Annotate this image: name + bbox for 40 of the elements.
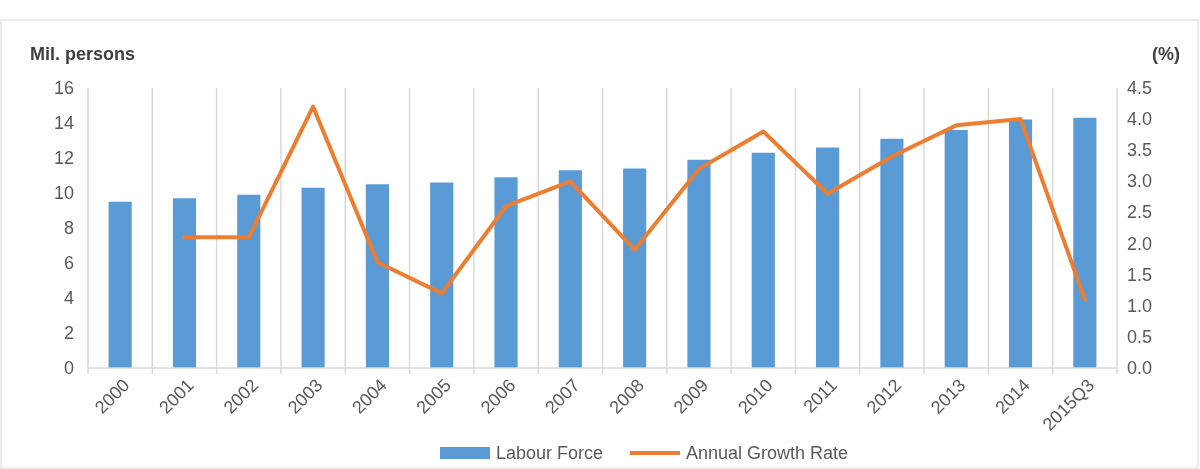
y2-tick-label: 2.0 xyxy=(1127,233,1153,254)
bar xyxy=(944,130,968,368)
y2-tick-label: 3.0 xyxy=(1127,171,1153,192)
y-tick-label: 14 xyxy=(53,113,74,133)
y2-tick-label: 1.0 xyxy=(1127,295,1153,316)
bar xyxy=(687,159,711,368)
bar xyxy=(301,187,325,368)
y-tick-label: 12 xyxy=(53,148,74,168)
legend-label: Labour Force xyxy=(496,443,604,464)
bar xyxy=(623,168,647,368)
bar xyxy=(237,194,261,368)
line-series xyxy=(182,104,1087,302)
y2-tick-label: 3.5 xyxy=(1127,140,1153,161)
bar xyxy=(494,177,518,368)
y-axis-title: Mil. persons xyxy=(30,44,136,64)
y-tick-label: 16 xyxy=(53,78,74,98)
bar xyxy=(1008,119,1033,368)
y2-tick-label: 0.0 xyxy=(1127,358,1153,378)
bar xyxy=(880,138,904,368)
y-tick-label: 4 xyxy=(63,288,74,308)
y-tick-label: 0 xyxy=(63,358,74,378)
bar xyxy=(430,182,454,368)
y2-tick-label: 2.5 xyxy=(1127,202,1153,223)
bar xyxy=(751,152,775,368)
legend-label: Annual Growth Rate xyxy=(686,443,849,464)
y-tick-label: 8 xyxy=(63,218,74,238)
bar xyxy=(816,147,840,368)
bar xyxy=(1073,117,1097,368)
bar xyxy=(558,170,582,368)
y2-tick-label: 1.5 xyxy=(1127,264,1153,285)
bar xyxy=(108,201,132,368)
bar xyxy=(172,198,197,368)
y2-axis-title: (%) xyxy=(1152,44,1180,64)
y-tick-label: 2 xyxy=(63,323,74,343)
y2-tick-label: 4.0 xyxy=(1127,109,1153,130)
bar xyxy=(365,184,389,368)
y-tick-label: 10 xyxy=(53,183,74,203)
y2-tick-label: 4.5 xyxy=(1127,78,1153,98)
y-tick-label: 6 xyxy=(63,253,74,273)
y2-tick-label: 0.5 xyxy=(1127,326,1153,347)
